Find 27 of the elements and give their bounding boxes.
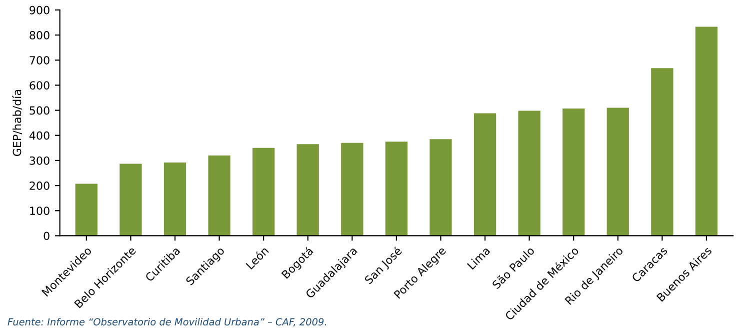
bar — [518, 110, 540, 236]
y-tick-label: 800 — [30, 31, 50, 40]
bar — [695, 26, 718, 236]
y-tick-label: 500 — [30, 106, 50, 115]
bar — [474, 113, 496, 236]
bar — [75, 184, 98, 236]
y-tick-label: 100 — [30, 206, 50, 216]
bar — [430, 139, 452, 236]
y-tick-label: 300 — [30, 156, 50, 165]
y-tick-label: 200 — [30, 182, 50, 190]
y-tick-label: 0 — [44, 232, 50, 240]
bar — [651, 68, 674, 236]
bar — [296, 144, 319, 236]
bar — [341, 142, 364, 236]
bar — [385, 142, 408, 236]
bar — [252, 148, 275, 236]
y-tick-label: 400 — [29, 131, 50, 140]
y-tick-label: 600 — [30, 81, 50, 90]
y-axis-title: GEP/hab/día — [12, 90, 22, 156]
y-tick-label: 900 — [30, 6, 50, 14]
bar — [164, 162, 186, 236]
bar — [606, 108, 629, 236]
bar — [120, 164, 142, 236]
source-note: Fuente: Informe “Observatorio de Movilidad Urbana” – CAF, 2009. — [8, 318, 326, 326]
bar — [208, 155, 230, 236]
y-tick-label: 700 — [30, 56, 50, 65]
bar — [562, 108, 585, 236]
